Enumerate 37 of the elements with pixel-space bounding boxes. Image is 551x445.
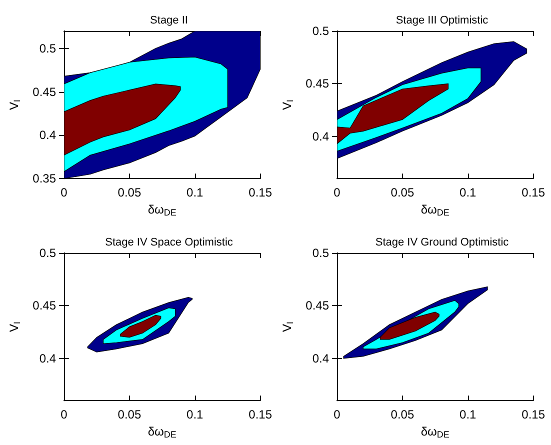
chart-title: Stage IV Space Optimistic xyxy=(105,236,234,248)
x-tick-label: 0.05 xyxy=(118,186,142,200)
y-tick-label: 0.4 xyxy=(39,128,56,142)
y-tick-label: 0.45 xyxy=(32,84,56,99)
y-tick-label: 0.5 xyxy=(39,246,56,260)
x-tick-label: 0.05 xyxy=(118,408,142,422)
x-tick-label: 0.15 xyxy=(522,408,546,422)
x-tick-label: 0.05 xyxy=(390,408,414,422)
y-tick-label: 0.4 xyxy=(312,351,330,366)
y-axis-title: VI xyxy=(280,100,296,110)
x-tick-label: 0.1 xyxy=(460,186,477,200)
y-tick-label: 0.45 xyxy=(32,298,56,313)
y-tick-label: 0.4 xyxy=(312,129,330,144)
x-tick-label: 0.15 xyxy=(248,186,272,200)
y-tick-label: 0.5 xyxy=(312,24,330,38)
y-tick-label: 0.5 xyxy=(312,246,330,260)
x-tick-label: 0.1 xyxy=(460,408,477,422)
y-tick-label: 0.45 xyxy=(306,298,330,313)
y-tick-label: 0.45 xyxy=(306,76,330,91)
x-tick-label: 0 xyxy=(60,408,68,422)
y-axis-title: VI xyxy=(7,322,22,332)
x-tick-label: 0.1 xyxy=(186,408,204,422)
y-axis-title: VI xyxy=(7,100,22,110)
chart-title: Stage III Optimistic xyxy=(396,14,489,26)
y-tick-label: 0.4 xyxy=(39,351,56,366)
x-tick-label: 0.05 xyxy=(390,186,414,200)
chart-title: Stage II xyxy=(150,14,188,26)
chart-title: Stage IV Ground Optimistic xyxy=(375,236,510,248)
y-tick-label: 0.5 xyxy=(39,41,56,56)
x-tick-label: 0.15 xyxy=(248,408,272,422)
y-tick-label: 0.35 xyxy=(32,172,56,186)
x-tick-label: 0 xyxy=(334,408,341,422)
x-tick-label: 0 xyxy=(60,186,68,200)
x-tick-label: 0 xyxy=(334,186,341,200)
x-tick-label: 0.15 xyxy=(522,186,546,200)
y-axis-title: VI xyxy=(280,322,296,332)
x-tick-label: 0.1 xyxy=(186,186,204,200)
